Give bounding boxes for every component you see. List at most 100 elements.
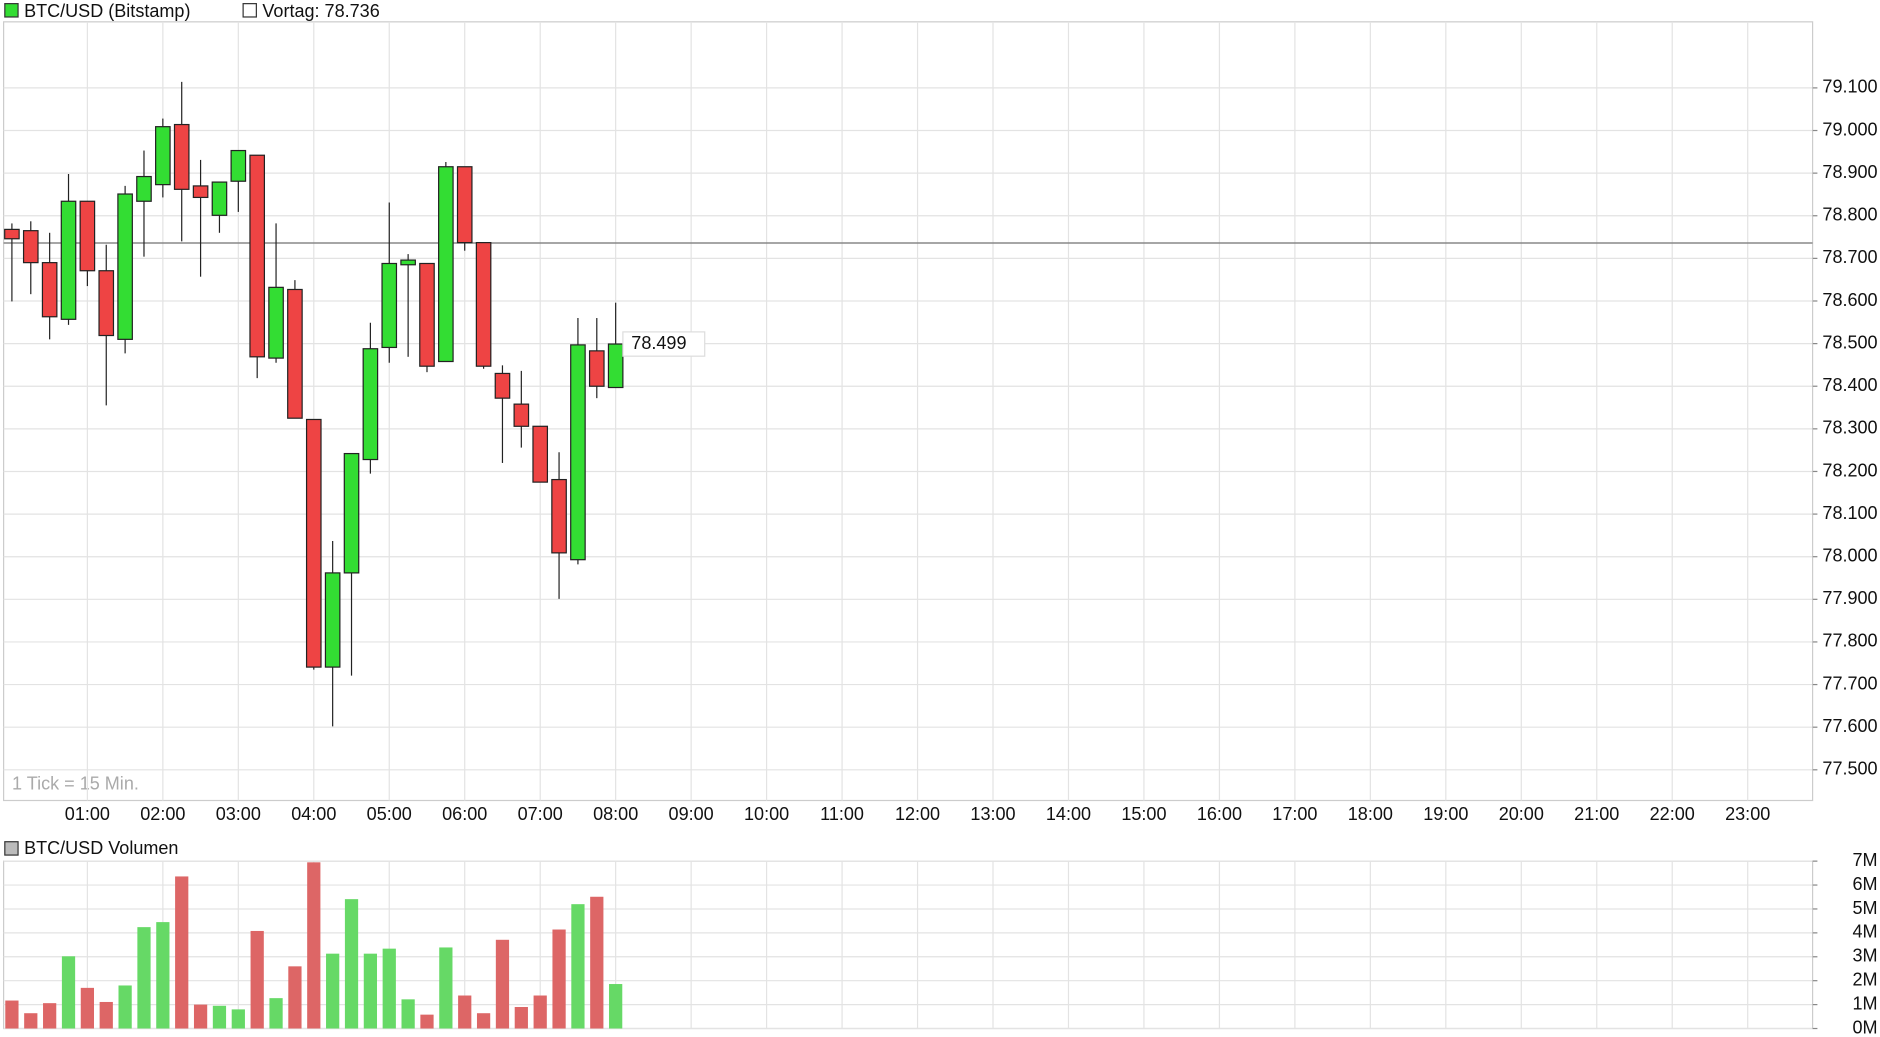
- volume-bar: [609, 984, 623, 1029]
- candle-body: [607, 343, 624, 389]
- x-tick-label: 10:00: [744, 804, 789, 824]
- legend-swatch: [4, 3, 19, 18]
- y-tick-label: 78.500: [1822, 332, 1877, 352]
- x-tick-label: 17:00: [1272, 804, 1317, 824]
- volume-bar: [269, 998, 283, 1029]
- candle-body: [230, 149, 247, 182]
- x-tick-label: 07:00: [518, 804, 563, 824]
- note: 1 Tick = 15 Min.: [12, 773, 139, 793]
- y-tick-label: 3M: [1853, 946, 1878, 966]
- y-tick-label: 78.100: [1822, 503, 1877, 523]
- volume-bar: [80, 987, 95, 1029]
- volume-bar: [514, 1006, 528, 1029]
- volume-bar: [231, 1009, 245, 1029]
- volume-bar: [590, 896, 604, 1029]
- x-tick-label: 14:00: [1046, 804, 1091, 824]
- volume-bar: [118, 985, 132, 1029]
- candle-body: [419, 262, 435, 367]
- y-tick-label: 79.100: [1822, 77, 1877, 97]
- candle-body: [570, 344, 586, 561]
- volume-bar: [99, 1001, 113, 1029]
- x-tick-label: 12:00: [895, 804, 940, 824]
- y-tick-label: 78.400: [1822, 375, 1877, 395]
- x-tick-label: 01:00: [65, 804, 110, 824]
- candle-body: [456, 166, 473, 244]
- x-tick-label: 15:00: [1121, 804, 1166, 824]
- legend-swatch: [4, 841, 19, 856]
- volume-bar: [24, 1013, 38, 1029]
- candle-body: [60, 200, 77, 320]
- volume-bar: [552, 929, 566, 1029]
- candle-body: [192, 185, 209, 199]
- y-tick-label: 5M: [1853, 898, 1878, 918]
- y-tick-label: 78.900: [1822, 162, 1877, 182]
- y-tick-label: 78.200: [1822, 460, 1877, 480]
- candle-body: [400, 259, 416, 266]
- candle-body: [494, 372, 511, 399]
- volume-bar: [420, 1014, 434, 1029]
- candle-body: [22, 230, 39, 264]
- x-tick-label: 11:00: [820, 804, 864, 824]
- x-tick-label: 05:00: [367, 804, 412, 824]
- candle-body: [588, 350, 605, 387]
- chart-title: BTC/USD (Bitstamp): [24, 1, 190, 21]
- legend-swatch: [242, 3, 257, 18]
- volume-bar: [571, 904, 585, 1029]
- volume-bar: [458, 995, 472, 1029]
- candle-body: [513, 403, 530, 427]
- candle-body: [155, 126, 171, 186]
- y-tick-label: 78.000: [1822, 545, 1877, 565]
- candle-body: [438, 166, 454, 363]
- volume-bar: [156, 922, 170, 1029]
- volume-bar: [307, 862, 321, 1029]
- y-tick-label: 77.500: [1822, 759, 1877, 779]
- x-tick-label: 21:00: [1574, 804, 1619, 824]
- volume-bar: [382, 948, 396, 1029]
- x-tick-label: 20:00: [1499, 804, 1544, 824]
- candle-body: [41, 262, 58, 318]
- y-tick-label: 7M: [1853, 850, 1878, 870]
- candle-body: [362, 348, 379, 461]
- candle-body: [173, 123, 190, 190]
- y-tick-label: 77.600: [1822, 716, 1877, 736]
- volume-bar: [250, 930, 264, 1029]
- candle-body: [4, 228, 20, 240]
- x-tick-label: 18:00: [1348, 804, 1393, 824]
- reference-label: Vortag: 78.736: [262, 1, 379, 21]
- volume-bar: [363, 953, 378, 1029]
- candle-body: [268, 286, 284, 359]
- volume-title: BTC/USD Volumen: [24, 838, 178, 858]
- candle-body: [79, 200, 96, 272]
- volume-bar: [288, 966, 302, 1029]
- y-tick-label: 78.600: [1822, 290, 1877, 310]
- volume-bar: [476, 1013, 491, 1029]
- volume-bar: [326, 953, 340, 1029]
- candle-body: [343, 452, 360, 574]
- x-tick-label: 08:00: [593, 804, 638, 824]
- x-tick-label: 09:00: [669, 804, 714, 824]
- candle-body: [305, 418, 322, 668]
- candle-body: [98, 270, 115, 337]
- candle-body: [249, 154, 266, 358]
- y-tick-label: 1M: [1853, 993, 1878, 1013]
- volume-bar: [137, 927, 151, 1029]
- x-tick-label: 04:00: [291, 804, 336, 824]
- x-tick-label: 23:00: [1725, 804, 1770, 824]
- volume-bar: [175, 876, 189, 1029]
- candle-body: [211, 181, 228, 216]
- volume-bar: [495, 939, 510, 1029]
- volume-bar: [401, 999, 415, 1029]
- y-tick-label: 77.800: [1822, 631, 1877, 651]
- x-tick-label: 13:00: [970, 804, 1015, 824]
- y-tick-label: 78.700: [1822, 247, 1877, 267]
- volume-bar: [5, 1000, 19, 1029]
- price-tag-box: [622, 331, 706, 357]
- candle-body: [475, 241, 492, 367]
- y-tick-label: 77.700: [1822, 673, 1877, 693]
- y-tick-label: 4M: [1853, 922, 1878, 942]
- candle-body: [551, 478, 567, 554]
- x-tick-label: 02:00: [140, 804, 185, 824]
- candle-body: [381, 262, 398, 349]
- candle-body: [324, 572, 341, 668]
